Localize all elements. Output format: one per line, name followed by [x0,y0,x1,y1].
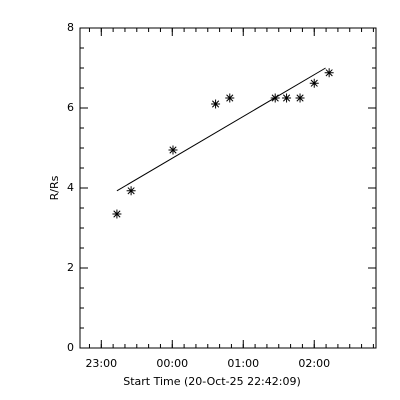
y-tick-label: 4 [67,181,74,194]
data-point [126,186,136,196]
data-point [211,99,221,109]
x-tick-label: 02:00 [298,357,330,370]
data-point [324,68,334,78]
x-axis-label: Start Time (20-Oct-25 22:42:09) [123,375,301,388]
data-point [282,93,292,103]
x-tick-label: 01:00 [227,357,259,370]
data-point [309,78,319,88]
data-point [168,145,178,155]
x-tick-label: 23:00 [85,357,117,370]
y-axis-label: R/Rs [48,175,61,200]
fit-line [116,67,326,192]
y-tick-label: 6 [67,101,74,114]
y-tick-label: 2 [67,261,74,274]
data-point [112,209,122,219]
data-point [225,93,235,103]
y-tick-label: 0 [67,341,74,354]
y-tick-label: 8 [67,21,74,34]
data-point [295,93,305,103]
data-point [270,93,280,103]
x-tick-label: 00:00 [156,357,188,370]
